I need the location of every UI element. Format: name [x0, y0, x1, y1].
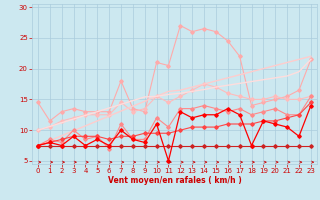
X-axis label: Vent moyen/en rafales ( km/h ): Vent moyen/en rafales ( km/h ) [108, 176, 241, 185]
